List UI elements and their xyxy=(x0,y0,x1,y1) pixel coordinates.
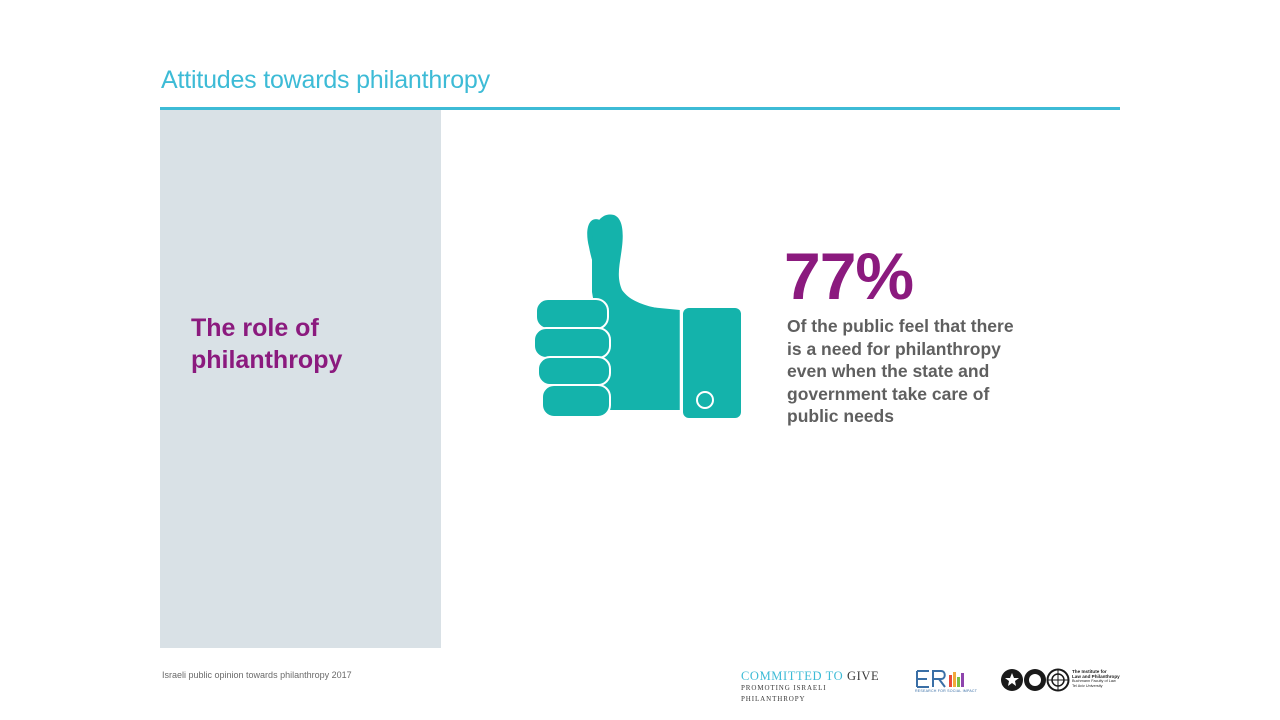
logo-give: GIVE xyxy=(846,669,880,683)
institute-line-4: Tel Aviv University xyxy=(1072,684,1103,688)
thumbs-up-icon xyxy=(533,214,741,418)
institute-line-1: The Institute for xyxy=(1072,669,1107,674)
section-heading: The role of philanthropy xyxy=(191,314,343,374)
committed-to-give-logo: COMMITTED TO GIVE PROMOTING ISRAELI PHIL… xyxy=(741,670,886,705)
eri-tagline: RESEARCH FOR SOCIAL IMPACT xyxy=(915,689,978,693)
institute-logo xyxy=(1001,668,1070,692)
stat-description: Of the public feel that there is a need … xyxy=(787,316,1014,426)
title-divider xyxy=(160,107,1120,110)
institute-line-3: Buchmann Faculty of Law xyxy=(1072,679,1116,684)
eri-logo xyxy=(916,670,964,688)
side-panel xyxy=(160,110,441,648)
institute-text: The Institute for Law and Philanthropy B… xyxy=(1072,669,1132,689)
logo-committed-tagline: PROMOTING ISRAELI PHILANTHROPY xyxy=(741,684,827,703)
slide-title: Attitudes towards philanthropy xyxy=(161,66,490,94)
footer-source: Israeli public opinion towards philanthr… xyxy=(162,670,352,680)
stat-percentage: 77% xyxy=(784,239,914,313)
institute-line-2: Law and Philanthropy xyxy=(1072,674,1120,680)
logo-committed-to: COMMITTED TO xyxy=(741,669,844,683)
